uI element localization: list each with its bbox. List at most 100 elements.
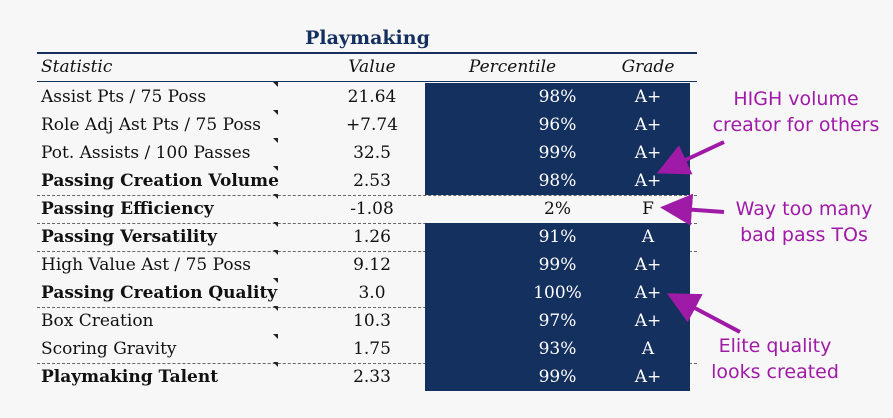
arrow-to-efficiency-row: [660, 193, 725, 226]
annotation-high-volume: HIGH volume creator for others: [706, 86, 886, 138]
percentile-cell: 93%: [538, 339, 577, 359]
grade-cell: A+: [634, 143, 662, 163]
cell-comment-marker-icon: [273, 194, 278, 199]
statistic-cell: Playmaking Talent: [41, 367, 219, 387]
table-row: Passing Efficiency -1.08 2% F: [37, 194, 697, 223]
grade-cell: A: [641, 339, 655, 359]
percentile-cell-fill: [425, 335, 690, 363]
cell-comment-marker-icon: [273, 250, 278, 255]
statistic-cell: Scoring Gravity: [41, 339, 177, 359]
statistic-cell: Passing Versatility: [41, 227, 218, 247]
value-cell: 3.0: [358, 283, 386, 303]
value-cell: 10.3: [353, 311, 391, 331]
grade-cell: A+: [634, 171, 662, 191]
annotation-line: HIGH volume: [733, 88, 859, 110]
table-row: Box Creation 10.3 97% A+: [37, 306, 697, 335]
grade-cell: A+: [634, 367, 662, 387]
header-rule: [37, 81, 697, 82]
percentile-cell-fill: [425, 223, 690, 251]
table-row: Passing Versatility 1.26 91% A: [37, 222, 697, 251]
arrow-to-volume-row: [656, 140, 725, 175]
table-row: Assist Pts / 75 Poss 21.64 98% A+: [37, 82, 697, 111]
cell-comment-marker-icon: [273, 334, 278, 339]
grade-cell: A: [641, 227, 655, 247]
annotation-bad-pass-tos: Way too many bad pass TOs: [724, 196, 884, 248]
percentile-cell-fill: [425, 167, 690, 195]
cell-comment-marker-icon: [273, 110, 278, 115]
cell-comment-marker-icon: [273, 82, 278, 87]
percentile-cell: 100%: [533, 283, 582, 303]
header-grade: Grade: [621, 57, 675, 77]
header-value: Value: [348, 57, 396, 77]
cell-comment-marker-icon: [273, 166, 278, 171]
statistic-cell: Passing Creation Quality: [41, 283, 278, 303]
value-cell: 21.64: [347, 87, 397, 107]
percentile-cell-fill: [425, 251, 690, 279]
value-cell: 2.33: [353, 367, 391, 387]
percentile-cell: 97%: [538, 311, 577, 331]
grade-cell: A+: [634, 283, 662, 303]
cell-comment-marker-icon: [273, 278, 278, 283]
statistic-cell: Passing Efficiency: [41, 199, 214, 219]
table-row: Role Adj Ast Pts / 75 Poss +7.74 96% A+: [37, 110, 697, 139]
value-cell: 2.53: [353, 171, 391, 191]
header-percentile: Percentile: [468, 57, 557, 77]
percentile-cell: 91%: [538, 227, 577, 247]
table-row: Scoring Gravity 1.75 93% A: [37, 334, 697, 363]
value-cell: 9.12: [353, 255, 391, 275]
statistic-cell: Passing Creation Volume: [41, 171, 279, 191]
row-divider: [37, 251, 697, 252]
value-cell: 1.75: [353, 339, 391, 359]
percentile-cell: 99%: [538, 143, 577, 163]
annotation-elite-quality: Elite quality looks created: [700, 333, 850, 385]
percentile-cell-fill: [425, 83, 690, 111]
annotation-line: creator for others: [712, 114, 880, 136]
row-divider: [37, 307, 697, 308]
grade-cell: A+: [634, 311, 662, 331]
statistic-cell: Box Creation: [41, 311, 154, 331]
value-cell: -1.08: [350, 199, 394, 219]
cell-comment-marker-icon: [273, 138, 278, 143]
cell-comment-marker-icon: [273, 362, 278, 367]
annotation-line: looks created: [711, 361, 839, 383]
grade-cell: A+: [634, 255, 662, 275]
annotation-line: Way too many: [735, 198, 873, 220]
percentile-cell: 99%: [538, 367, 577, 387]
table-row: High Value Ast / 75 Poss 9.12 99% A+: [37, 250, 697, 279]
grade-cell: A+: [634, 115, 662, 135]
percentile-cell: 2%: [544, 199, 571, 219]
cell-comment-marker-icon: [273, 222, 278, 227]
percentile-cell-fill: [425, 139, 690, 167]
percentile-cell: 98%: [538, 171, 577, 191]
table-title: Playmaking: [305, 27, 430, 49]
percentile-cell-fill: [425, 307, 690, 335]
title-rule: [37, 52, 697, 54]
cell-comment-marker-icon: [273, 306, 278, 311]
row-divider: [37, 223, 697, 224]
table-row: Playmaking Talent 2.33 99% A+: [37, 362, 697, 391]
value-cell: +7.74: [345, 115, 399, 135]
statistic-cell: Pot. Assists / 100 Passes: [41, 143, 251, 163]
percentile-cell: 99%: [538, 255, 577, 275]
table-row: Pot. Assists / 100 Passes 32.5 99% A+: [37, 138, 697, 167]
grade-cell: F: [642, 199, 654, 219]
table-row: Passing Creation Quality 3.0 100% A+: [37, 278, 697, 307]
arrow-to-quality-row: [666, 293, 741, 334]
annotation-line: Elite quality: [718, 335, 832, 357]
statistic-cell: Assist Pts / 75 Poss: [41, 87, 207, 107]
row-divider: [37, 195, 697, 196]
statistic-cell: Role Adj Ast Pts / 75 Poss: [41, 115, 262, 135]
percentile-cell-fill: [425, 279, 690, 307]
percentile-cell: 98%: [538, 87, 577, 107]
percentile-cell-fill: [425, 111, 690, 139]
percentile-cell-fill: [425, 363, 690, 391]
table-row: Passing Creation Volume 2.53 98% A+: [37, 166, 697, 195]
value-cell: 1.26: [353, 227, 391, 247]
row-divider: [37, 363, 697, 364]
header-statistic: Statistic: [41, 57, 113, 77]
value-cell: 32.5: [353, 143, 391, 163]
annotation-line: bad pass TOs: [740, 224, 868, 246]
statistic-cell: High Value Ast / 75 Poss: [41, 255, 252, 275]
percentile-cell: 96%: [538, 115, 577, 135]
